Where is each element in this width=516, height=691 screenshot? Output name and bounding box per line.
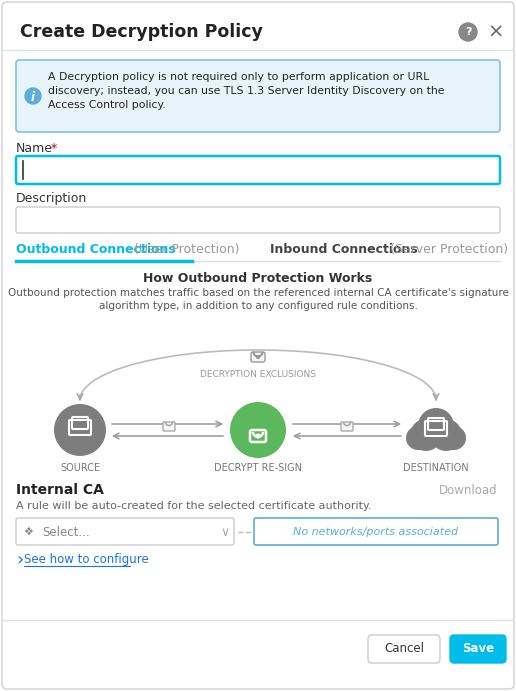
Text: Create Decryption Policy: Create Decryption Policy <box>20 23 263 41</box>
Circle shape <box>459 23 477 41</box>
Text: DECRYPTION EXCLUSIONS: DECRYPTION EXCLUSIONS <box>200 370 316 379</box>
Text: Download: Download <box>440 484 498 497</box>
FancyBboxPatch shape <box>450 635 506 663</box>
FancyBboxPatch shape <box>16 156 500 184</box>
Text: ×: × <box>488 23 504 41</box>
Circle shape <box>54 404 106 456</box>
Text: i: i <box>31 91 35 104</box>
Circle shape <box>256 354 260 359</box>
Text: SOURCE: SOURCE <box>60 463 100 473</box>
Text: (Server Protection): (Server Protection) <box>386 243 508 256</box>
Text: ∨: ∨ <box>220 525 230 538</box>
Text: Outbound Connections: Outbound Connections <box>16 243 176 256</box>
Text: algorithm type, in addition to any configured rule conditions.: algorithm type, in addition to any confi… <box>99 301 417 311</box>
Circle shape <box>25 88 41 104</box>
Text: Inbound Connections: Inbound Connections <box>270 243 418 256</box>
Text: (User Protection): (User Protection) <box>130 243 239 256</box>
Text: Access Control policy.: Access Control policy. <box>48 100 166 110</box>
FancyBboxPatch shape <box>163 422 175 431</box>
Circle shape <box>430 419 462 451</box>
FancyBboxPatch shape <box>368 635 440 663</box>
Text: No networks/ports associated: No networks/ports associated <box>294 527 459 537</box>
Circle shape <box>230 402 286 458</box>
FancyBboxPatch shape <box>341 422 353 431</box>
Text: DECRYPT RE-SIGN: DECRYPT RE-SIGN <box>214 463 302 473</box>
Text: Description: Description <box>16 191 87 205</box>
Text: ❖: ❖ <box>23 527 33 537</box>
FancyBboxPatch shape <box>16 518 234 545</box>
Text: A Decryption policy is not required only to perform application or URL: A Decryption policy is not required only… <box>48 72 429 82</box>
Text: discovery; instead, you can use TLS 1.3 Server Identity Discovery on the: discovery; instead, you can use TLS 1.3 … <box>48 86 444 96</box>
Circle shape <box>406 426 430 450</box>
Text: Select...: Select... <box>42 525 90 538</box>
FancyBboxPatch shape <box>251 352 265 362</box>
Text: Name: Name <box>16 142 53 155</box>
Text: Cancel: Cancel <box>384 643 424 656</box>
Text: Outbound protection matches traffic based on the referenced internal CA certific: Outbound protection matches traffic base… <box>8 288 508 298</box>
Circle shape <box>255 433 261 439</box>
Circle shape <box>442 426 466 450</box>
Text: DESTINATION: DESTINATION <box>403 463 469 473</box>
Text: Internal CA: Internal CA <box>16 483 104 497</box>
Circle shape <box>418 408 454 444</box>
FancyBboxPatch shape <box>254 518 498 545</box>
Text: ›: › <box>16 551 23 569</box>
Text: See how to configure: See how to configure <box>24 553 149 567</box>
FancyBboxPatch shape <box>3 3 513 689</box>
FancyBboxPatch shape <box>16 60 500 132</box>
Text: ?: ? <box>465 27 471 37</box>
Text: Save: Save <box>462 643 494 656</box>
Text: *: * <box>51 142 57 155</box>
Circle shape <box>410 419 442 451</box>
Text: How Outbound Protection Works: How Outbound Protection Works <box>143 272 373 285</box>
FancyBboxPatch shape <box>16 207 500 233</box>
Text: A rule will be auto-created for the selected certificate authority.: A rule will be auto-created for the sele… <box>16 501 372 511</box>
